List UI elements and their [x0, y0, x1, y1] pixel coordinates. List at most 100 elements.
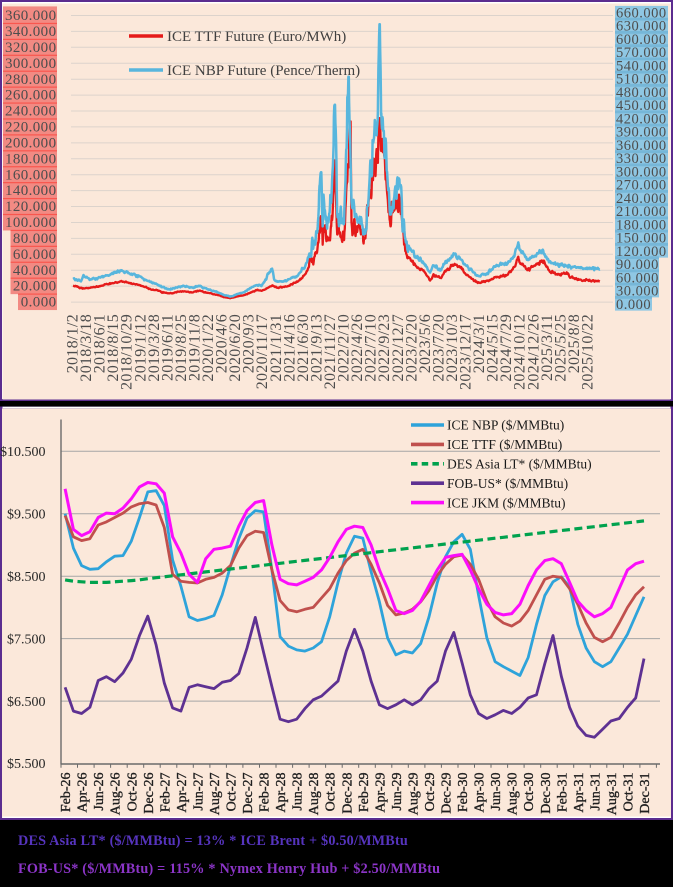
svg-text:2023/2/20: 2023/2/20	[403, 314, 420, 382]
svg-text:Dec-29: Dec-29	[440, 773, 455, 814]
svg-text:2024/5/15: 2024/5/15	[485, 314, 502, 382]
svg-text:Feb-27: Feb-27	[158, 773, 173, 813]
svg-text:570.000: 570.000	[616, 45, 667, 61]
svg-text:2019/1/12: 2019/1/12	[132, 314, 149, 382]
svg-text:270.000: 270.000	[616, 178, 667, 194]
svg-text:Dec-31: Dec-31	[638, 773, 653, 814]
svg-text:Dec-28: Dec-28	[340, 773, 355, 814]
svg-text:660.000: 660.000	[616, 5, 667, 21]
svg-text:2025/3/11: 2025/3/11	[539, 314, 556, 381]
svg-text:120.000: 120.000	[5, 199, 57, 215]
svg-text:0.000: 0.000	[21, 295, 57, 311]
svg-text:180.000: 180.000	[5, 151, 57, 167]
svg-text:30.000: 30.000	[616, 284, 659, 300]
svg-text:Aug-31: Aug-31	[605, 773, 620, 816]
svg-text:2018/6/1: 2018/6/1	[92, 314, 109, 373]
svg-text:2019/6/11: 2019/6/11	[159, 314, 176, 381]
svg-text:510.000: 510.000	[616, 72, 667, 88]
svg-text:Feb-28: Feb-28	[258, 773, 273, 813]
svg-text:Feb-29: Feb-29	[357, 773, 372, 813]
svg-text:2023/7/20: 2023/7/20	[430, 314, 447, 382]
svg-text:2021/6/30: 2021/6/30	[295, 314, 312, 382]
svg-text:Oct-30: Oct-30	[522, 773, 537, 812]
svg-text:Apr-27: Apr-27	[175, 773, 190, 813]
svg-text:2024/10/12: 2024/10/12	[512, 314, 529, 390]
svg-text:2019/11/8: 2019/11/8	[187, 314, 204, 381]
svg-text:2024/12/26: 2024/12/26	[525, 314, 542, 390]
svg-text:2025/8/8: 2025/8/8	[566, 314, 583, 373]
svg-text:$10.500: $10.500	[0, 445, 46, 460]
svg-text:Oct-27: Oct-27	[225, 773, 240, 812]
svg-text:2022/7/10: 2022/7/10	[363, 314, 380, 382]
svg-text:60.000: 60.000	[616, 270, 659, 286]
svg-text:20.000: 20.000	[13, 279, 57, 295]
svg-text:320.000: 320.000	[5, 40, 57, 56]
svg-text:2018/3/18: 2018/3/18	[78, 314, 95, 382]
svg-text:2020/11/17: 2020/11/17	[254, 314, 271, 389]
svg-text:ICE TTF Future (Euro/MWh): ICE TTF Future (Euro/MWh)	[167, 29, 346, 45]
svg-text:2019/8/25: 2019/8/25	[173, 314, 190, 382]
svg-text:Aug-30: Aug-30	[506, 773, 521, 816]
svg-text:Feb-30: Feb-30	[456, 773, 471, 813]
svg-text:0.000: 0.000	[616, 297, 651, 313]
svg-text:2025/10/22: 2025/10/22	[580, 314, 597, 390]
svg-text:$7.500: $7.500	[7, 632, 46, 647]
svg-text:2024/3/1: 2024/3/1	[471, 314, 488, 373]
svg-text:$8.500: $8.500	[7, 570, 46, 585]
svg-text:200.000: 200.000	[5, 136, 57, 152]
svg-text:40.000: 40.000	[13, 263, 57, 279]
svg-text:2022/9/23: 2022/9/23	[376, 314, 393, 382]
svg-text:$5.500: $5.500	[7, 757, 46, 772]
svg-text:2023/10/3: 2023/10/3	[444, 314, 461, 382]
svg-text:340.000: 340.000	[5, 24, 57, 40]
svg-text:Dec-26: Dec-26	[142, 773, 157, 814]
svg-text:Oct-31: Oct-31	[622, 773, 637, 812]
svg-text:2025/5/25: 2025/5/25	[552, 314, 569, 382]
svg-text:Jun-31: Jun-31	[588, 773, 603, 811]
svg-text:Aug-26: Aug-26	[109, 773, 124, 816]
svg-text:120.000: 120.000	[616, 244, 667, 260]
svg-text:80.000: 80.000	[13, 231, 57, 247]
svg-text:390.000: 390.000	[616, 125, 667, 141]
svg-text:Jun-30: Jun-30	[489, 773, 504, 811]
svg-text:ICE NBP Future (Pence/Therm): ICE NBP Future (Pence/Therm)	[167, 63, 360, 79]
svg-text:360.000: 360.000	[616, 138, 667, 154]
svg-text:Aug-27: Aug-27	[208, 773, 223, 816]
svg-text:2021/9/13: 2021/9/13	[309, 314, 326, 382]
svg-text:2018/8/15: 2018/8/15	[105, 314, 122, 382]
svg-text:Feb-31: Feb-31	[555, 773, 570, 813]
svg-text:450.000: 450.000	[616, 98, 667, 114]
svg-text:2024/7/29: 2024/7/29	[498, 314, 515, 382]
svg-text:300.000: 300.000	[5, 56, 57, 72]
svg-text:600.000: 600.000	[616, 32, 667, 48]
svg-text:Oct-26: Oct-26	[125, 773, 140, 812]
svg-text:2020/1/22: 2020/1/22	[200, 314, 217, 382]
svg-text:Jun-28: Jun-28	[291, 773, 306, 811]
svg-text:2021/1/31: 2021/1/31	[268, 314, 285, 382]
svg-text:420.000: 420.000	[616, 111, 667, 127]
svg-text:2020/6/20: 2020/6/20	[227, 314, 244, 382]
svg-text:280.000: 280.000	[5, 72, 57, 88]
svg-text:FOB-US* ($/MMBtu): FOB-US* ($/MMBtu)	[447, 476, 568, 491]
svg-text:480.000: 480.000	[616, 85, 667, 101]
svg-text:FOB-US* ($/MMBtu) = 115% * Nym: FOB-US* ($/MMBtu) = 115% * Nymex Henry H…	[18, 861, 440, 877]
svg-text:ICE TTF ($/MMBtu): ICE TTF ($/MMBtu)	[447, 437, 562, 452]
svg-text:100.000: 100.000	[5, 215, 57, 231]
svg-text:240.000: 240.000	[5, 104, 57, 120]
svg-text:540.000: 540.000	[616, 58, 667, 74]
svg-text:$9.500: $9.500	[7, 507, 46, 522]
svg-text:Aug-29: Aug-29	[406, 773, 421, 816]
svg-text:330.000: 330.000	[616, 151, 667, 167]
svg-text:180.000: 180.000	[616, 217, 667, 233]
svg-text:150.000: 150.000	[616, 231, 667, 247]
svg-text:2021/4/16: 2021/4/16	[281, 314, 298, 382]
svg-text:2023/5/6: 2023/5/6	[417, 314, 434, 373]
svg-text:2019/3/28: 2019/3/28	[146, 314, 163, 382]
svg-text:Jun-26: Jun-26	[92, 773, 107, 811]
svg-text:2021/11/27: 2021/11/27	[322, 314, 339, 389]
svg-text:2020/9/3: 2020/9/3	[241, 314, 258, 373]
svg-text:Apr-30: Apr-30	[473, 773, 488, 813]
svg-text:140.000: 140.000	[5, 183, 57, 199]
svg-text:Oct-29: Oct-29	[423, 773, 438, 812]
svg-text:DES Asia LT* ($/MMBtu): DES Asia LT* ($/MMBtu)	[447, 457, 592, 472]
